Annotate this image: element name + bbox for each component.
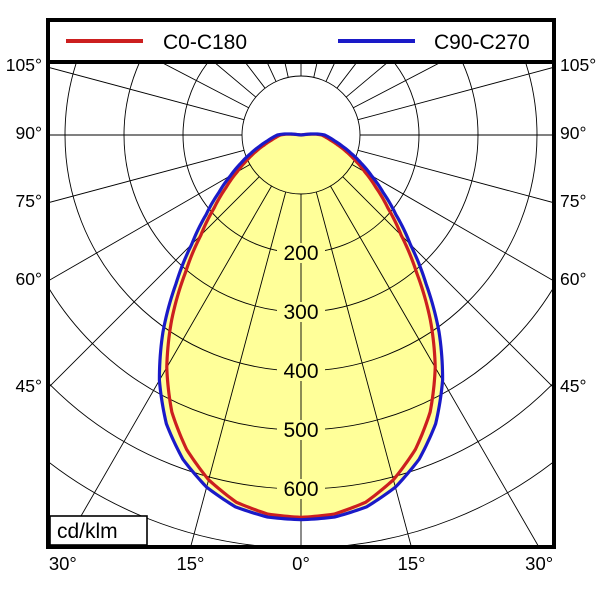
side-angle-label-right-75: 75° <box>560 191 586 211</box>
side-angle-label-left-45: 45° <box>16 376 42 396</box>
ring-label-400: 400 <box>283 360 318 383</box>
legend-label-c0-c180: C0-C180 <box>163 31 247 54</box>
bottom-angle-label-0: 0° <box>292 553 310 574</box>
bottom-angle-label--30: 30° <box>49 553 77 574</box>
side-angle-label-right-90: 90° <box>560 123 586 143</box>
side-angle-label-left-105: 105° <box>6 55 42 75</box>
side-angle-label-left-75: 75° <box>16 191 42 211</box>
ring-label-200: 200 <box>283 242 318 265</box>
side-angle-label-left-60: 60° <box>16 269 42 289</box>
side-angle-label-left-90: 90° <box>16 123 42 143</box>
ring-label-500: 500 <box>283 419 318 442</box>
bottom-angle-label-30: 30° <box>525 553 553 574</box>
side-angle-label-right-60: 60° <box>560 269 586 289</box>
legend-label-c90-c270: C90-C270 <box>434 31 530 54</box>
units-label: cd/klm <box>57 520 118 543</box>
ring-label-600: 600 <box>283 478 318 501</box>
side-angle-label-right-105: 105° <box>560 55 596 75</box>
bottom-angle-label--15: 15° <box>176 553 204 574</box>
ring-label-300: 300 <box>283 301 318 324</box>
bottom-angle-label-15: 15° <box>398 553 426 574</box>
side-angle-label-right-45: 45° <box>560 376 586 396</box>
